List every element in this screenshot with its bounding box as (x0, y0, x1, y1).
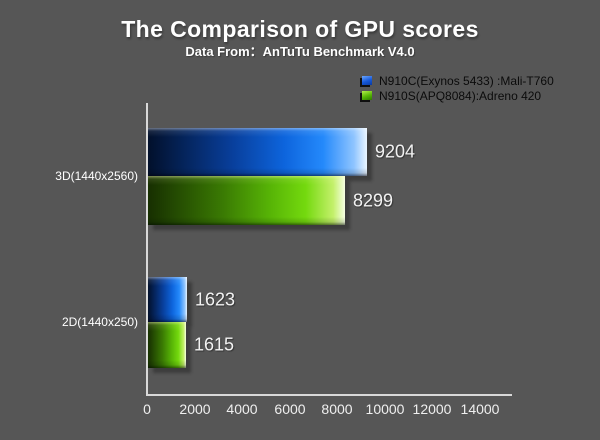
x-tick-label: 6000 (274, 401, 306, 417)
x-tick-label: 4000 (226, 401, 258, 417)
legend: N910C(Exynos 5433) :Mali-T760 N910S(APQ80… (362, 73, 554, 103)
chart-subtitle: Data From：AnTuTu Benchmark V4.0 (185, 44, 415, 59)
x-axis-line (146, 394, 512, 396)
bar-value-label: 1623 (195, 289, 236, 309)
legend-item: N910S(APQ8084):Adreno 420 (362, 88, 554, 103)
category-label: 3D(1440x2560) (55, 169, 138, 183)
legend-item: N910C(Exynos 5433) :Mali-T760 (362, 73, 554, 88)
x-tick-label: 14000 (460, 401, 500, 417)
bar-value-label: 1615 (194, 334, 235, 355)
chart-title: The Comparison of GPU scores (121, 16, 479, 42)
x-tick-label: 8000 (321, 401, 353, 417)
bar-value-label: 8299 (353, 190, 394, 210)
x-tick-label: 2000 (179, 401, 211, 417)
bar-series2-3D(1440x2560) (148, 176, 345, 225)
bar-series2-2D(1440x250) (148, 322, 186, 368)
x-tick-label: 10000 (365, 401, 405, 417)
legend-marker-blue (362, 76, 372, 85)
bar-series1-3D(1440x2560) (148, 128, 367, 176)
legend-label: N910S(APQ8084):Adreno 420 (379, 88, 542, 103)
bar-value-label: 9204 (375, 141, 416, 162)
category-label: 2D(1440x250) (61, 315, 138, 329)
bar-series1-2D(1440x250) (148, 277, 187, 322)
legend-label: N910C(Exynos 5433) :Mali-T760 (379, 73, 554, 88)
y-axis-line (146, 103, 148, 396)
x-tick-label: 0 (143, 401, 151, 417)
legend-marker-green (362, 91, 372, 100)
x-tick-label: 12000 (412, 401, 452, 417)
